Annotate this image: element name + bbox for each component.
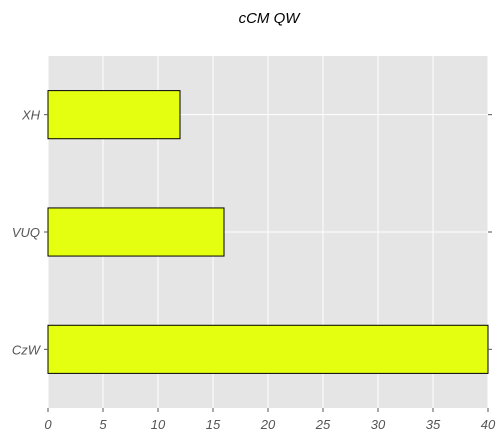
x-tick-labels: 0 5 10 15 20 25 30 35 40 bbox=[44, 417, 496, 432]
x-tick-label: 15 bbox=[206, 417, 221, 432]
y-tick-label: VUQ bbox=[12, 225, 40, 240]
x-tick-label: 10 bbox=[151, 417, 166, 432]
x-tick-label: 35 bbox=[426, 417, 441, 432]
x-tick-label: 25 bbox=[315, 417, 331, 432]
x-tick-label: 0 bbox=[44, 417, 52, 432]
bar-vuq bbox=[47, 207, 225, 257]
y-tick-labels: XH VUQ CzW bbox=[12, 108, 42, 358]
y-tick-label: XH bbox=[21, 108, 41, 123]
chart-title: cCM QW bbox=[239, 10, 302, 27]
x-tick-label: 30 bbox=[371, 417, 386, 432]
bars bbox=[47, 90, 489, 374]
bar-czw bbox=[47, 324, 489, 374]
axis-ticks bbox=[44, 114, 492, 412]
x-tick-label: 5 bbox=[99, 417, 107, 432]
x-tick-label: 20 bbox=[260, 417, 276, 432]
y-tick-label: CzW bbox=[12, 342, 42, 357]
bar-xh bbox=[47, 90, 181, 140]
x-tick-label: 40 bbox=[481, 417, 496, 432]
